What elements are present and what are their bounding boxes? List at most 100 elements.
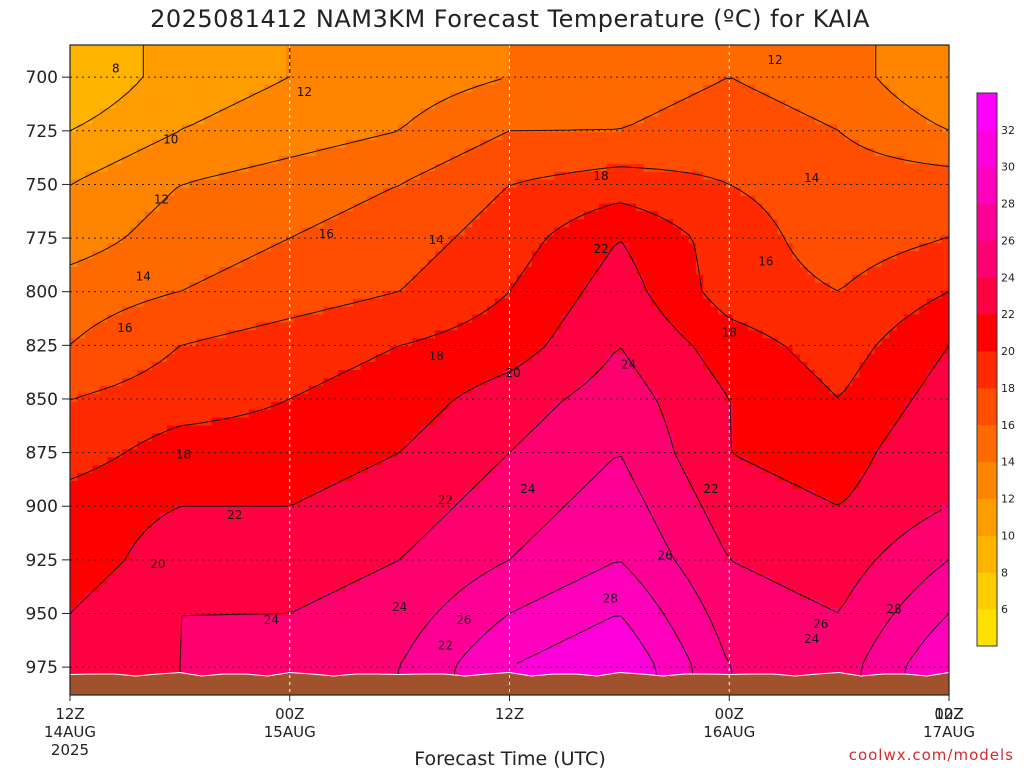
field-cell	[770, 219, 779, 228]
field-cell	[919, 227, 928, 236]
field-cell	[390, 195, 399, 205]
field-cell	[926, 132, 935, 141]
field-cell	[546, 203, 555, 213]
field-cell	[881, 266, 891, 276]
field-cell	[569, 330, 578, 339]
field-cell	[665, 155, 674, 165]
field-cell	[405, 298, 414, 308]
field-cell	[859, 338, 868, 347]
field-cell	[472, 60, 481, 70]
field-cell	[174, 354, 183, 363]
field-cell	[196, 235, 205, 244]
field-cell	[390, 219, 399, 228]
field-cell	[360, 132, 369, 141]
field-cell	[375, 266, 384, 276]
field-cell	[665, 282, 674, 292]
field-cell	[457, 155, 466, 165]
field-cell	[755, 100, 764, 110]
field-cell	[159, 227, 168, 236]
field-cell	[122, 52, 131, 62]
field-cell	[427, 362, 436, 371]
field-cell	[397, 290, 406, 300]
field-cell	[800, 330, 809, 339]
field-cell	[777, 346, 786, 355]
field-cell	[442, 76, 451, 86]
field-cell	[822, 290, 831, 300]
field-cell	[427, 52, 436, 62]
field-cell	[718, 76, 727, 86]
field-cell	[204, 346, 213, 355]
field-cell	[278, 266, 287, 276]
field-cell	[494, 227, 503, 236]
field-cell	[99, 251, 108, 260]
field-cell	[457, 92, 466, 102]
field-cell	[353, 346, 362, 355]
field-cell	[770, 370, 779, 379]
field-cell	[524, 354, 533, 363]
field-cell	[941, 370, 949, 379]
field-cell	[822, 76, 831, 86]
field-cell	[762, 346, 771, 355]
field-cell	[114, 306, 123, 316]
field-cell	[308, 179, 317, 189]
field-cell	[896, 266, 905, 276]
field-cell	[718, 195, 727, 205]
field-cell	[740, 298, 749, 308]
field-cell	[77, 227, 86, 236]
field-cell	[524, 132, 533, 141]
field-cell	[107, 266, 116, 276]
field-cell	[412, 338, 421, 347]
field-cell	[360, 68, 369, 78]
field-cell	[859, 92, 868, 102]
field-cell	[174, 68, 183, 78]
field-cell	[814, 370, 823, 379]
field-cell	[464, 92, 473, 102]
field-cell	[934, 362, 943, 371]
field-cell	[353, 298, 362, 308]
field-cell	[300, 84, 309, 94]
field-cell	[107, 76, 116, 86]
field-cell	[360, 282, 369, 292]
field-cell	[688, 362, 697, 371]
field-cell	[435, 298, 444, 308]
field-cell	[129, 346, 138, 355]
field-cell	[859, 203, 868, 213]
field-cell	[725, 290, 734, 300]
field-cell	[695, 163, 704, 173]
field-cell	[338, 227, 347, 236]
field-cell	[241, 132, 250, 141]
field-cell	[300, 282, 309, 292]
field-cell	[628, 370, 637, 379]
field-cell	[92, 322, 101, 331]
field-cell	[159, 338, 168, 347]
field-cell	[911, 290, 920, 300]
field-cell	[740, 322, 749, 331]
field-cell	[516, 251, 525, 260]
field-cell	[360, 243, 369, 252]
field-cell	[211, 346, 220, 355]
field-cell	[315, 203, 324, 213]
field-cell	[308, 354, 317, 363]
field-cell	[554, 68, 563, 78]
field-cell	[84, 330, 93, 339]
field-cell	[204, 187, 213, 197]
field-cell	[822, 148, 831, 157]
field-cell	[718, 338, 727, 347]
field-cell	[777, 187, 786, 197]
field-cell	[829, 290, 838, 300]
field-cell	[546, 155, 555, 165]
field-cell	[405, 92, 414, 102]
field-cell	[360, 259, 369, 268]
field-cell	[226, 132, 235, 141]
field-cell	[472, 346, 481, 355]
field-cell	[807, 132, 816, 141]
field-cell	[427, 116, 436, 125]
field-cell	[516, 140, 525, 149]
field-cell	[889, 84, 898, 94]
field-cell	[286, 163, 295, 173]
field-cell	[881, 116, 891, 125]
field-cell	[114, 338, 123, 347]
field-cell	[114, 60, 123, 70]
field-cell	[353, 306, 362, 316]
field-cell	[159, 179, 168, 189]
